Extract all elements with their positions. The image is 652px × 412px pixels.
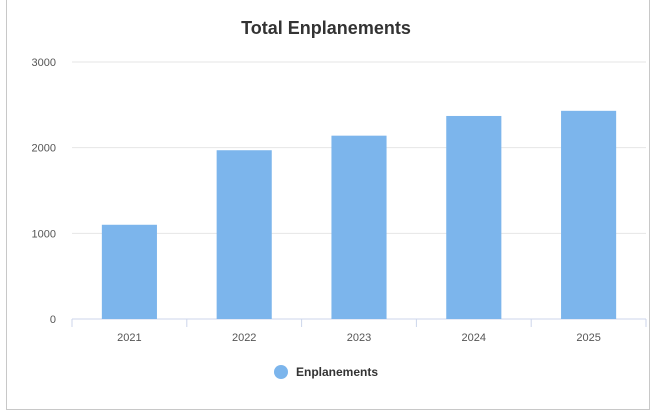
bar: [331, 135, 387, 319]
x-tick-label: 2024: [462, 332, 486, 344]
x-tick-label: 2022: [232, 332, 256, 344]
y-tick-label: 3000: [32, 57, 56, 69]
chart-title: Total Enplanements: [241, 18, 411, 38]
y-tick-label: 0: [50, 314, 56, 326]
legend[interactable]: Enplanements: [0, 365, 652, 379]
bar: [446, 115, 502, 319]
bar: [561, 110, 617, 319]
bar: [216, 150, 272, 319]
bar: [101, 224, 157, 319]
y-tick-label: 2000: [32, 143, 56, 155]
x-tick-label: 2023: [347, 332, 371, 344]
x-tick-label: 2021: [117, 332, 141, 344]
legend-label: Enplanements: [295, 365, 379, 379]
y-tick-label: 1000: [32, 228, 56, 240]
chart-container: [6, 0, 650, 410]
x-tick-label: 2025: [576, 332, 600, 344]
legend-marker: [273, 365, 288, 379]
